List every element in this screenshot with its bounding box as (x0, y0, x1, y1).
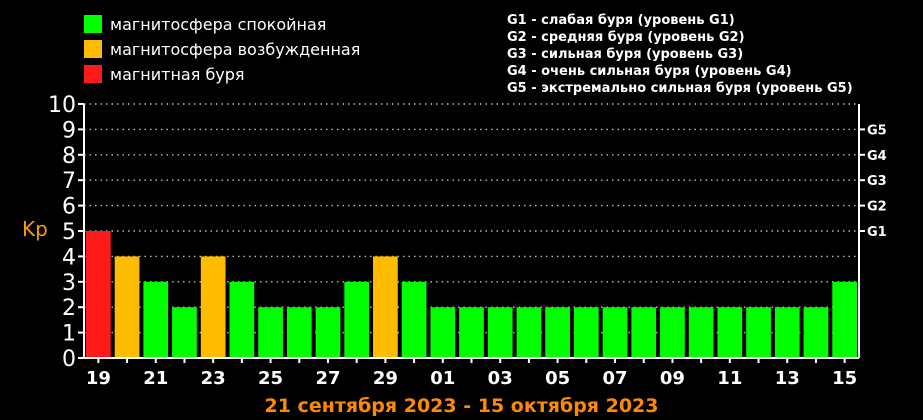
bar (516, 307, 542, 358)
bar (172, 307, 197, 358)
legend-swatch-storm (84, 65, 102, 83)
bar (459, 307, 484, 358)
bar (717, 307, 743, 358)
storm-level-g4: G4 - очень сильная буря (уровень G4) (507, 64, 792, 79)
date-range-footer: 21 сентября 2023 - 15 октября 2023 (264, 395, 659, 417)
y-tick-label: 3 (62, 271, 76, 296)
right-tick-label: G1 (867, 225, 887, 240)
bar (631, 307, 657, 358)
y-tick-label: 0 (62, 347, 76, 372)
right-tick-label: G5 (867, 123, 887, 138)
x-tick-label: 11 (717, 368, 742, 389)
y-tick-label: 10 (48, 93, 76, 118)
bar (401, 281, 427, 358)
x-tick-label: 01 (430, 368, 455, 389)
bar (774, 307, 800, 358)
x-tick-label: 29 (373, 368, 398, 389)
legend-item-active: магнитосфера возбужденная (84, 39, 360, 59)
bar (430, 307, 456, 358)
x-tick-label: 15 (832, 368, 857, 389)
bar (258, 307, 283, 358)
bar (487, 307, 513, 358)
x-tick-label: 21 (143, 368, 168, 389)
storm-level-g2: G2 - средняя буря (уровень G2) (507, 30, 745, 45)
bar (602, 307, 628, 358)
y-tick-label: 5 (62, 220, 76, 245)
bar (746, 307, 771, 358)
y-tick-label: 6 (62, 195, 76, 220)
x-tick-label: 23 (201, 368, 226, 389)
y-axis-label: Kp (22, 217, 48, 241)
bar (660, 307, 685, 358)
storm-level-g3: G3 - сильная буря (уровень G3) (507, 47, 744, 62)
x-tick-label: 09 (660, 368, 685, 389)
x-tick-label: 03 (488, 368, 513, 389)
bar (286, 307, 312, 358)
right-tick-label: G2 (867, 200, 887, 215)
x-tick-label: 19 (86, 368, 111, 389)
bar (114, 256, 140, 358)
bar (200, 256, 226, 358)
y-tick-label: 2 (62, 296, 76, 321)
bar (832, 281, 857, 358)
storm-level-g5: G5 - экстремально сильная буря (уровень … (507, 81, 853, 96)
bar (573, 307, 599, 358)
x-tick-label: 07 (602, 368, 627, 389)
legend-label-quiet: магнитосфера спокойная (110, 14, 327, 34)
legend-label-active: магнитосфера возбужденная (110, 39, 361, 59)
x-tick-label: 05 (545, 368, 570, 389)
bar (86, 231, 111, 358)
legend-item-storm: магнитная буря (84, 64, 245, 84)
bar (143, 281, 169, 358)
bar (315, 307, 341, 358)
y-tick-label: 1 (62, 322, 76, 347)
y-tick-label: 4 (62, 245, 76, 270)
right-tick-label: G4 (867, 149, 887, 164)
bar (688, 307, 714, 358)
legend-swatch-active (84, 40, 102, 58)
right-tick-label: G3 (867, 174, 887, 189)
y-tick-label: 8 (62, 144, 76, 169)
storm-level-g1: G1 - слабая буря (уровень G1) (507, 13, 735, 28)
storm-level-legend: G1 - слабая буря (уровень G1) G2 - средн… (507, 12, 853, 97)
y-tick-label: 9 (62, 118, 76, 143)
bar (373, 256, 398, 358)
x-tick-label: 25 (258, 368, 283, 389)
x-tick-label: 13 (775, 368, 800, 389)
legend-item-quiet: магнитосфера спокойная (84, 14, 326, 34)
x-tick-label: 27 (315, 368, 340, 389)
legend-swatch-quiet (84, 15, 102, 33)
legend-label-storm: магнитная буря (110, 64, 245, 84)
bar (344, 281, 370, 358)
bar (803, 307, 829, 358)
y-tick-label: 7 (62, 169, 76, 194)
bar (545, 307, 570, 358)
bar (229, 281, 255, 358)
